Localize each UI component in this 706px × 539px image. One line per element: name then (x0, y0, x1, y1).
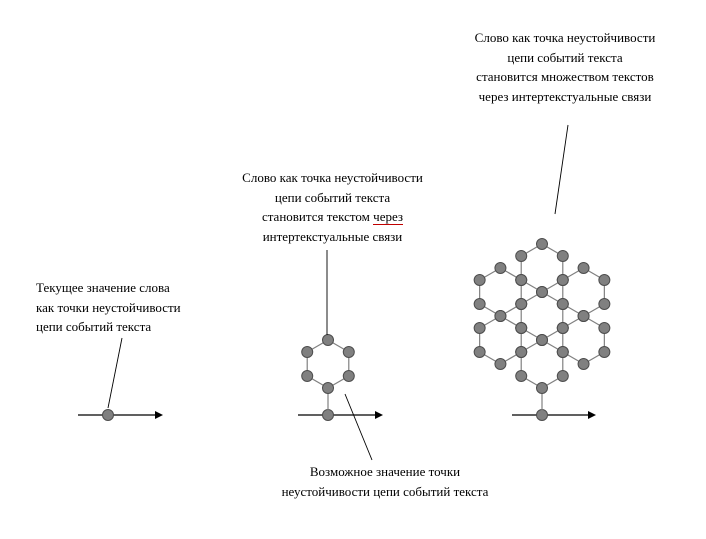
graph-node (578, 359, 589, 370)
graph-node (599, 323, 610, 334)
graph-node (516, 323, 527, 334)
graph-node (516, 251, 527, 262)
graph-node (343, 371, 354, 382)
underlined-word: через (373, 209, 403, 225)
graph-node (103, 410, 114, 421)
graph-node (516, 275, 527, 286)
graph-node (495, 359, 506, 370)
pointer-line (345, 394, 372, 460)
graph-node (537, 335, 548, 346)
graph-node (557, 323, 568, 334)
graph-node (557, 347, 568, 358)
diagram-stage: Текущее значение слова как точки неустой… (0, 0, 706, 539)
label-becomes-text: Слово как точка неустойчивостицепи событ… (225, 168, 440, 246)
graph-node (495, 263, 506, 274)
graph-node (557, 275, 568, 286)
axis-arrowhead (588, 411, 596, 419)
axis-arrowhead (155, 411, 163, 419)
graph-node (557, 371, 568, 382)
graph-node (557, 299, 568, 310)
graph-node (343, 347, 354, 358)
graph-node (557, 251, 568, 262)
graph-node (323, 383, 334, 394)
graph-node (599, 347, 610, 358)
graph-node (516, 347, 527, 358)
graph-node (578, 263, 589, 274)
graph-node (302, 347, 313, 358)
label-current-meaning: Текущее значение слова как точки неустой… (36, 278, 216, 337)
graph-node (537, 383, 548, 394)
graph-node (578, 311, 589, 322)
graph-node (474, 275, 485, 286)
axis-arrowhead (375, 411, 383, 419)
label-possible-meaning: Возможное значение точки неустойчивости … (255, 462, 515, 501)
graph-node (516, 371, 527, 382)
graph-node (537, 287, 548, 298)
label-becomes-multiset: Слово как точка неустойчивости цепи собы… (445, 28, 685, 106)
graph-node (474, 323, 485, 334)
graph-node (516, 299, 527, 310)
graph-node (599, 299, 610, 310)
graph-node (537, 239, 548, 250)
graph-node (599, 275, 610, 286)
graph-node (474, 299, 485, 310)
pointer-line (555, 125, 568, 214)
graph-node (474, 347, 485, 358)
graph-node (302, 371, 313, 382)
graph-node (495, 311, 506, 322)
graph-node (323, 335, 334, 346)
pointer-line (108, 338, 122, 408)
